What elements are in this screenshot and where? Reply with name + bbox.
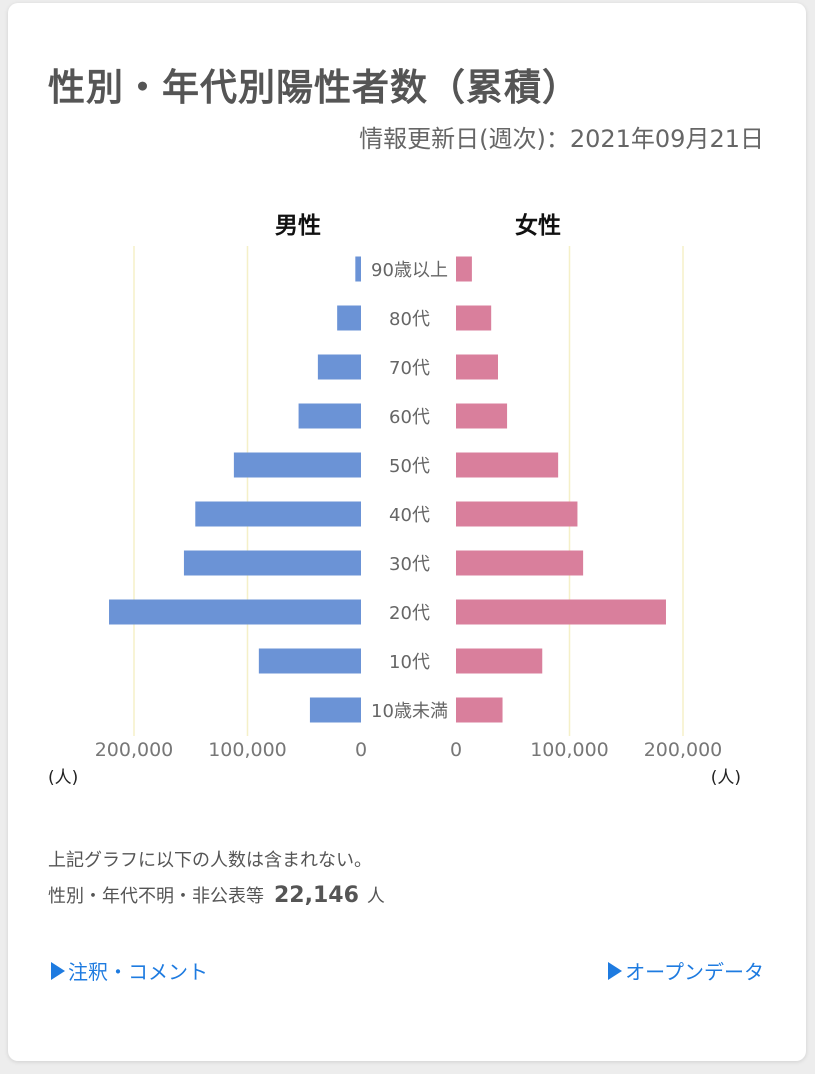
bar-male [258, 648, 361, 674]
open-data-link[interactable]: オープンデータ [608, 956, 764, 985]
bar-male [355, 256, 361, 282]
population-pyramid-chart: 男性 女性 90歳以上 80代 70代 60代 50代 40代 30代 20代 10代 10歳未満 20… [48, 212, 741, 788]
bar-female [456, 403, 508, 429]
bar-female [456, 256, 472, 282]
bar-male [337, 305, 361, 331]
note-unknown-label: 性別・年代不明・非公表等 [48, 886, 264, 907]
tick-label-left: 0 [355, 739, 367, 761]
category-label: 40代 [389, 505, 430, 526]
notes-comments-label: 注釈・コメント [68, 960, 208, 984]
bar-female [456, 305, 492, 331]
updated-date: 情報更新日(週次)：2021年09月21日 [359, 125, 764, 153]
unit-label-left: (人) [48, 768, 78, 788]
bar-female [456, 354, 498, 380]
note-unknown-unit: 人 [366, 886, 385, 907]
tick-label-right: 0 [450, 739, 462, 761]
bar-female [456, 599, 666, 625]
series-label-male: 男性 [275, 213, 321, 239]
category-label: 80代 [389, 309, 430, 330]
note-unknown-value: 22,146 [274, 883, 359, 908]
tick-label-right: 100,000 [530, 739, 609, 761]
category-label: 30代 [389, 554, 430, 575]
tick-label-left: 200,000 [95, 739, 174, 761]
bar-female [456, 550, 584, 576]
card: 性別・年代別陽性者数（累積） 情報更新日(週次)：2021年09月21日 男性 女… [8, 3, 806, 1061]
category-label: 60代 [389, 407, 430, 428]
series-label-female: 女性 [515, 212, 561, 239]
category-label: 70代 [389, 358, 430, 379]
category-label: 90歳以上 [371, 260, 448, 281]
category-label: 10歳未満 [371, 701, 448, 722]
bar-male [109, 599, 361, 625]
bar-female [456, 697, 503, 723]
bar-male [317, 354, 361, 380]
note-unknown: 性別・年代不明・非公表等 22,146 人 [48, 882, 385, 908]
notes-comments-link[interactable]: 注釈・コメント [51, 956, 208, 985]
tick-label-right: 200,000 [644, 739, 723, 761]
tick-label-left: 100,000 [208, 739, 287, 761]
bar-female [456, 648, 543, 674]
unit-label-right: (人) [711, 768, 741, 788]
bar-male [183, 550, 361, 576]
category-label: 10代 [389, 652, 430, 673]
open-data-label: オープンデータ [625, 960, 764, 984]
bar-female [456, 501, 578, 527]
bar-male [233, 452, 361, 478]
bar-male [298, 403, 361, 429]
triangle-right-icon [608, 961, 623, 980]
bar-male [195, 501, 361, 527]
triangle-right-icon [51, 961, 65, 980]
bar-male [309, 697, 361, 723]
note-excluded: 上記グラフに以下の人数は含まれない。 [48, 850, 372, 871]
category-label: 50代 [389, 456, 430, 477]
category-label: 20代 [389, 603, 430, 624]
chart-title: 性別・年代別陽性者数（累積） [48, 66, 580, 109]
bar-female [456, 452, 559, 478]
